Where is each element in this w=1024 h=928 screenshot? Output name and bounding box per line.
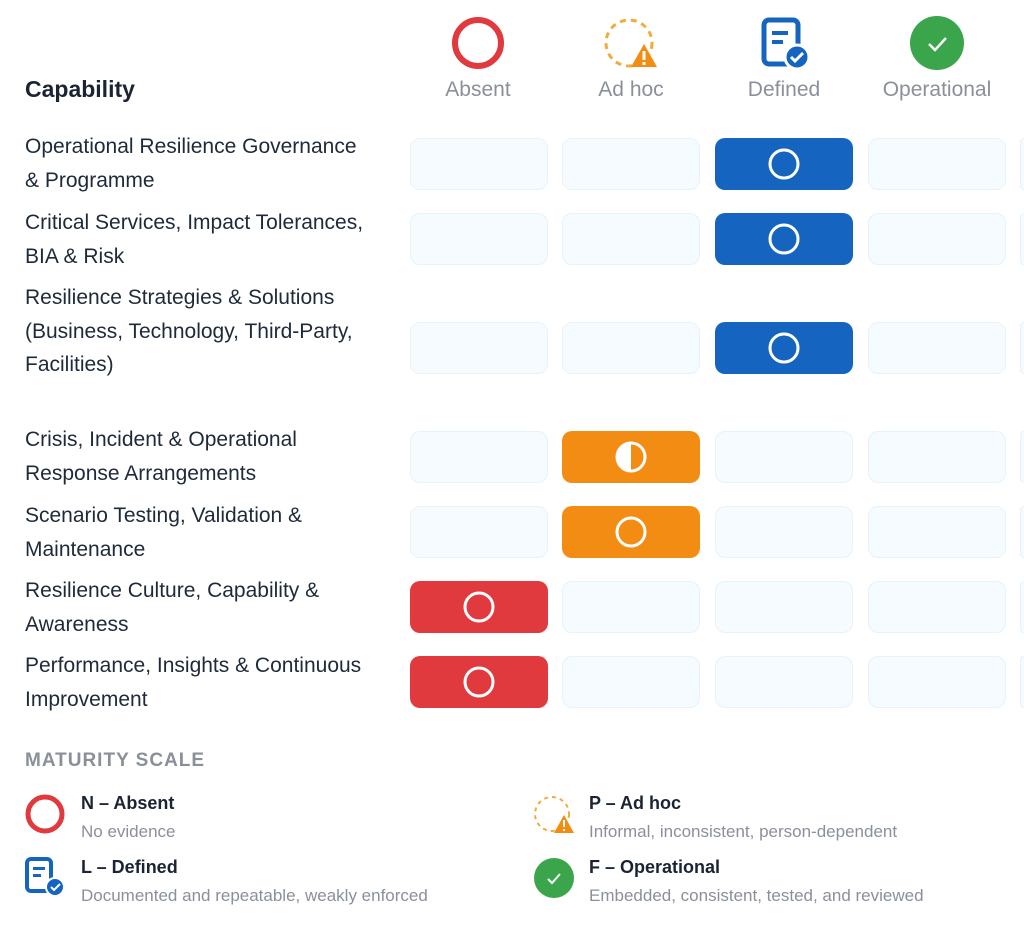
check-circle-icon — [910, 16, 964, 70]
legend-operational: F – Operational Embedded, consistent, tes… — [533, 857, 924, 906]
maturity-scale-heading: MATURITY SCALE — [25, 750, 206, 771]
capability-label: Resilience Strategies & Solutions (Busin… — [25, 286, 353, 376]
legend-defined: L – Defined Documented and repeatable, we… — [25, 857, 428, 906]
capability-label: Critical Services, Impact Tolerances, BI… — [25, 211, 364, 268]
maturity-cell-partial[interactable] — [1020, 138, 1024, 190]
legend-desc: Informal, inconsistent, person-dependent — [589, 822, 898, 841]
maturity-cell[interactable] — [410, 138, 548, 190]
legend-adhoc: P – Ad hoc Informal, inconsistent, person… — [533, 793, 897, 842]
legend-title: L – Defined — [81, 857, 178, 877]
circle-icon — [768, 223, 800, 255]
column-label: Absent — [445, 78, 511, 101]
adhoc-warning-icon — [604, 18, 657, 68]
circle-icon — [615, 516, 647, 548]
legend-desc: Embedded, consistent, tested, and review… — [589, 886, 924, 905]
absent-icon — [452, 17, 504, 69]
maturity-cell[interactable] — [410, 322, 548, 374]
maturity-cell-partial[interactable] — [1020, 506, 1024, 558]
capability-label: Scenario Testing, Validation & Maintenan… — [25, 504, 303, 561]
capability-label: Operational Resilience Governance & Prog… — [25, 135, 357, 192]
maturity-cell-selected[interactable] — [562, 506, 700, 558]
circle-icon — [463, 666, 495, 698]
capability-label: Resilience Culture, Capability & Awarene… — [25, 579, 320, 636]
maturity-cell[interactable] — [868, 656, 1006, 708]
maturity-cell[interactable] — [410, 431, 548, 483]
absent-icon — [25, 794, 65, 834]
column-adhoc: Ad hoc — [556, 14, 706, 102]
legend-title: P – Ad hoc — [589, 793, 682, 813]
circle-icon — [768, 148, 800, 180]
maturity-cell-partial[interactable] — [1020, 581, 1024, 633]
maturity-cell-selected[interactable] — [715, 322, 853, 374]
document-check-icon — [761, 17, 811, 71]
maturity-cell-partial[interactable] — [1020, 431, 1024, 483]
column-defined: Defined — [709, 14, 859, 102]
maturity-cell[interactable] — [715, 656, 853, 708]
maturity-cell[interactable] — [410, 506, 548, 558]
maturity-cell[interactable] — [562, 138, 700, 190]
column-label: Defined — [747, 78, 821, 101]
maturity-cell[interactable] — [868, 581, 1006, 633]
maturity-cell[interactable] — [868, 506, 1006, 558]
maturity-cell[interactable] — [562, 581, 700, 633]
circle-icon — [463, 591, 495, 623]
maturity-cell[interactable] — [868, 213, 1006, 265]
column-label: Operational — [882, 78, 992, 101]
maturity-cell[interactable] — [868, 431, 1006, 483]
maturity-cell[interactable] — [868, 322, 1006, 374]
legend-absent: N – Absent No evidence — [25, 793, 176, 842]
column-absent: Absent — [403, 14, 553, 102]
maturity-cell[interactable] — [715, 431, 853, 483]
circle-icon — [768, 332, 800, 364]
maturity-cell[interactable] — [868, 138, 1006, 190]
legend-desc: No evidence — [81, 822, 176, 841]
maturity-cell[interactable] — [715, 506, 853, 558]
maturity-cell-partial[interactable] — [1020, 322, 1024, 374]
maturity-cell-partial[interactable] — [1020, 213, 1024, 265]
maturity-cell[interactable] — [562, 322, 700, 374]
adhoc-warning-icon — [534, 796, 574, 833]
column-label: Ad hoc — [598, 78, 664, 101]
maturity-cell[interactable] — [410, 213, 548, 265]
maturity-cell-partial[interactable] — [1020, 656, 1024, 708]
capability-label: Performance, Insights & Continuous Impro… — [25, 654, 362, 711]
maturity-cell-selected[interactable] — [562, 431, 700, 483]
maturity-cell-selected[interactable] — [715, 138, 853, 190]
legend-desc: Documented and repeatable, weakly enforc… — [81, 886, 428, 905]
capability-label: Crisis, Incident & Operational Response … — [25, 428, 297, 485]
document-check-icon — [25, 857, 65, 897]
legend-title: F – Operational — [589, 857, 721, 877]
maturity-cell-selected[interactable] — [410, 581, 548, 633]
maturity-cell-selected[interactable] — [715, 213, 853, 265]
legend-title: N – Absent — [81, 793, 175, 813]
half-circle-icon — [615, 441, 647, 473]
maturity-cell-selected[interactable] — [410, 656, 548, 708]
capability-heading: Capability — [25, 76, 135, 102]
column-operational: Operational — [862, 14, 1012, 102]
maturity-cell[interactable] — [715, 581, 853, 633]
maturity-cell[interactable] — [562, 213, 700, 265]
maturity-cell[interactable] — [562, 656, 700, 708]
check-circle-icon — [534, 858, 574, 898]
